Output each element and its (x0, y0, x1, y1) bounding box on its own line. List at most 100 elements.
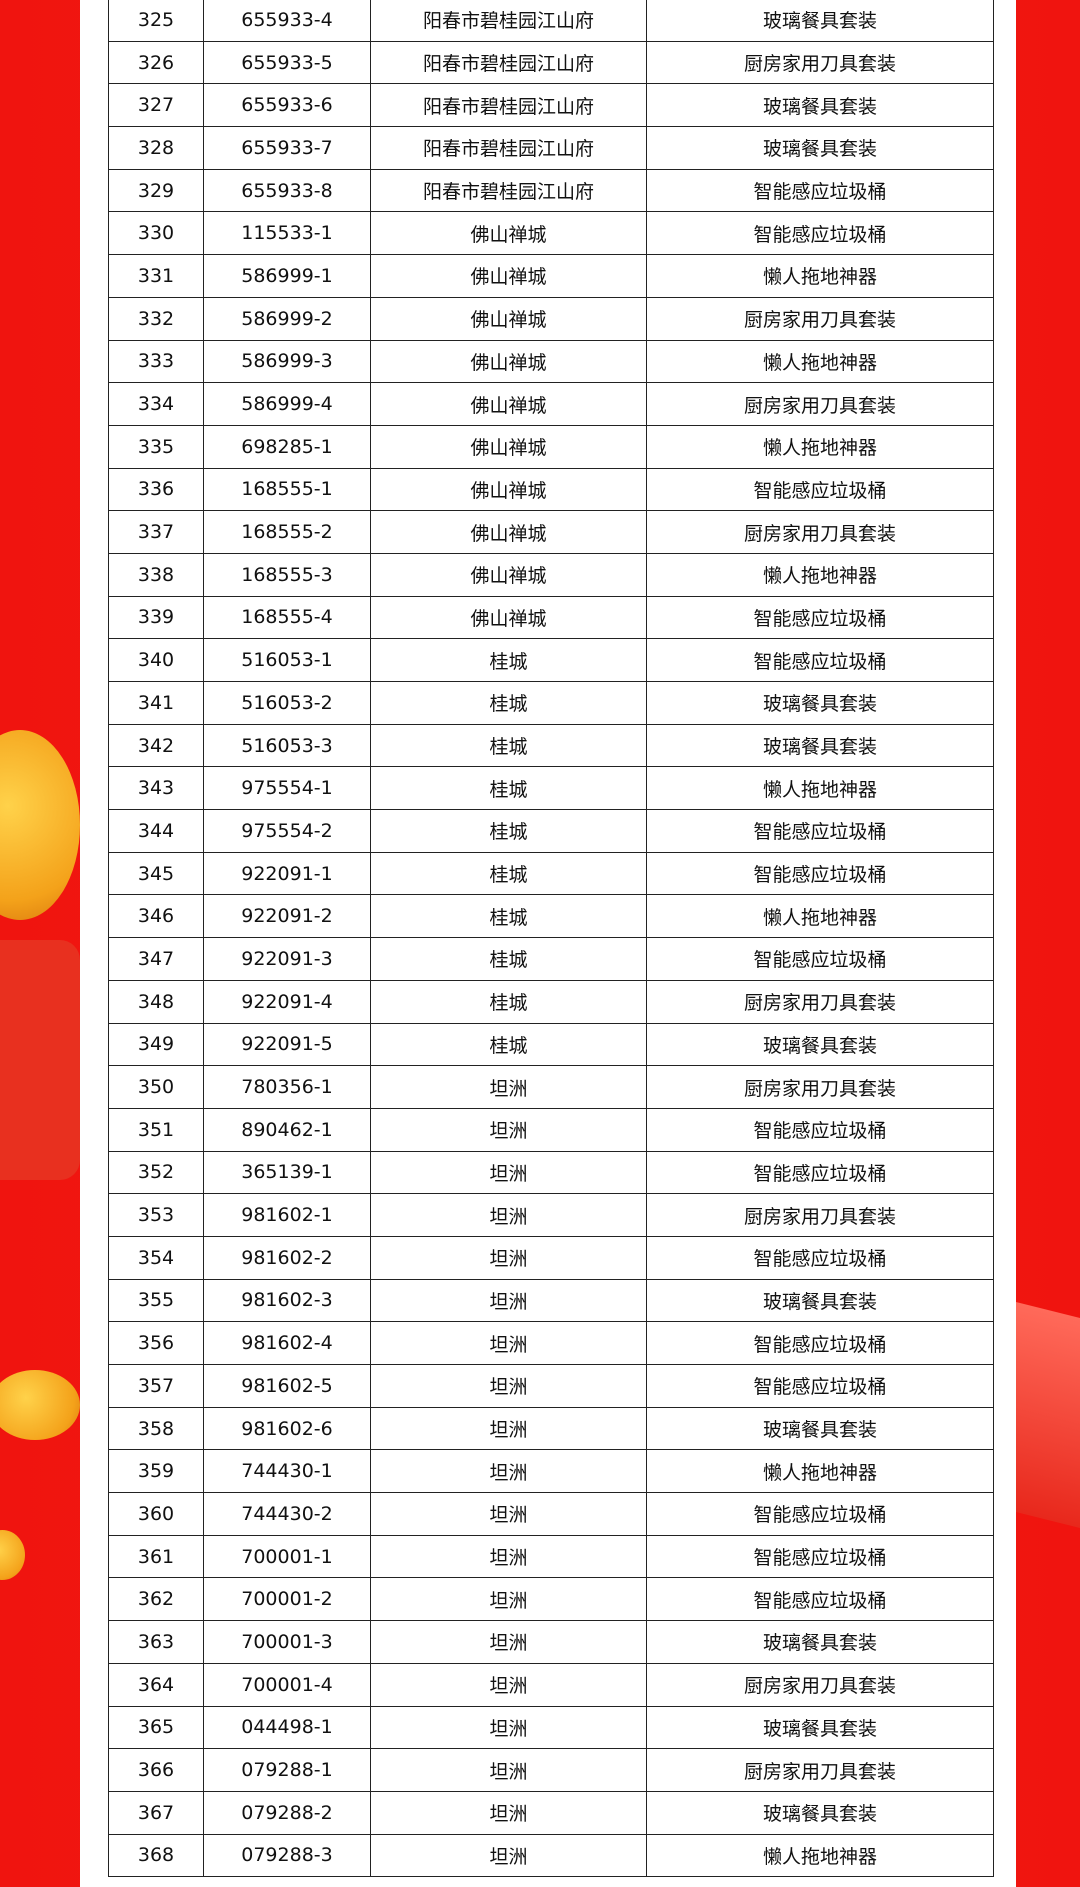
table-row: 342 516053-3 桂城 玻璃餐具套装 (108, 723, 994, 768)
location-cell: 阳春市碧桂园江山府 (370, 126, 647, 170)
row-number-cell: 325 (108, 0, 204, 42)
order-code-cell: 744430-2 (203, 1492, 371, 1536)
order-code-cell: 655933-5 (203, 40, 371, 85)
gold-coin-decoration (0, 1530, 25, 1580)
location-cell: 坦洲 (370, 1492, 647, 1536)
table-row: 359 744430-1 坦洲 懒人拖地神器 (108, 1449, 994, 1494)
prize-cell: 玻璃餐具套装 (646, 0, 994, 42)
row-number-cell: 330 (108, 211, 204, 256)
order-code-cell: 586999-4 (203, 382, 371, 426)
row-number-cell: 342 (108, 723, 204, 768)
order-code-cell: 079288-3 (203, 1833, 371, 1878)
prize-cell: 智能感应垃圾桶 (646, 211, 994, 256)
table-row: 363 700001-3 坦洲 玻璃餐具套装 (108, 1620, 994, 1664)
row-number-cell: 331 (108, 254, 204, 298)
prize-cell: 智能感应垃圾桶 (646, 1492, 994, 1536)
row-number-cell: 341 (108, 681, 204, 725)
order-code-cell: 981602-4 (203, 1321, 371, 1365)
row-number-cell: 329 (108, 168, 204, 213)
row-number-cell: 332 (108, 296, 204, 341)
row-number-cell: 367 (108, 1790, 204, 1835)
location-cell: 坦洲 (370, 1748, 647, 1792)
prize-cell: 智能感应垃圾桶 (646, 1364, 994, 1408)
location-cell: 坦洲 (370, 1107, 647, 1152)
table-row: 353 981602-1 坦洲 厨房家用刀具套装 (108, 1193, 994, 1237)
order-code-cell: 700001-3 (203, 1620, 371, 1664)
order-code-cell: 700001-4 (203, 1662, 371, 1707)
order-code-cell: 516053-3 (203, 723, 371, 768)
location-cell: 佛山禅城 (370, 211, 647, 256)
location-cell: 坦洲 (370, 1577, 647, 1622)
location-cell: 阳春市碧桂园江山府 (370, 168, 647, 213)
location-cell: 桂城 (370, 809, 647, 853)
prize-cell: 玻璃餐具套装 (646, 1406, 994, 1451)
prize-cell: 智能感应垃圾桶 (646, 168, 994, 213)
order-code-cell: 115533-1 (203, 211, 371, 256)
table-row: 334 586999-4 佛山禅城 厨房家用刀具套装 (108, 382, 994, 426)
row-number-cell: 327 (108, 83, 204, 128)
order-code-cell: 981602-5 (203, 1364, 371, 1408)
location-cell: 坦洲 (370, 1150, 647, 1195)
prize-cell: 智能感应垃圾桶 (646, 851, 994, 896)
row-number-cell: 368 (108, 1833, 204, 1878)
prize-cell: 懒人拖地神器 (646, 1449, 994, 1494)
prize-cell: 厨房家用刀具套装 (646, 40, 994, 85)
table-row: 335 698285-1 佛山禅城 懒人拖地神器 (108, 424, 994, 469)
table-row: 361 700001-1 坦洲 智能感应垃圾桶 (108, 1534, 994, 1579)
location-cell: 阳春市碧桂园江山府 (370, 83, 647, 128)
table-row: 344 975554-2 桂城 智能感应垃圾桶 (108, 809, 994, 853)
row-number-cell: 363 (108, 1620, 204, 1664)
location-cell: 坦洲 (370, 1534, 647, 1579)
row-number-cell: 358 (108, 1406, 204, 1451)
table-row: 329 655933-8 阳春市碧桂园江山府 智能感应垃圾桶 (108, 168, 994, 213)
row-number-cell: 339 (108, 595, 204, 640)
table-row: 364 700001-4 坦洲 厨房家用刀具套装 (108, 1662, 994, 1707)
order-code-cell: 586999-3 (203, 339, 371, 384)
table-row: 341 516053-2 桂城 玻璃餐具套装 (108, 681, 994, 725)
prize-cell: 玻璃餐具套装 (646, 681, 994, 725)
table-row: 349 922091-5 桂城 玻璃餐具套装 (108, 1022, 994, 1067)
row-number-cell: 360 (108, 1492, 204, 1536)
location-cell: 佛山禅城 (370, 595, 647, 640)
order-code-cell: 079288-2 (203, 1790, 371, 1835)
prize-cell: 智能感应垃圾桶 (646, 1107, 994, 1152)
order-code-cell: 890462-1 (203, 1107, 371, 1152)
order-code-cell: 981602-6 (203, 1406, 371, 1451)
winners-table: 325 655933-4 阳春市碧桂园江山府 玻璃餐具套装 326 655933-5 阳春市… (108, 0, 994, 1878)
location-cell: 坦洲 (370, 1321, 647, 1365)
location-cell: 坦洲 (370, 1235, 647, 1280)
order-code-cell: 365139-1 (203, 1150, 371, 1195)
table-row: 328 655933-7 阳春市碧桂园江山府 玻璃餐具套装 (108, 126, 994, 170)
order-code-cell: 975554-1 (203, 766, 371, 811)
row-number-cell: 340 (108, 638, 204, 682)
prize-cell: 玻璃餐具套装 (646, 1705, 994, 1750)
table-row: 355 981602-3 坦洲 玻璃餐具套装 (108, 1278, 994, 1323)
location-cell: 坦洲 (370, 1620, 647, 1664)
table-row: 330 115533-1 佛山禅城 智能感应垃圾桶 (108, 211, 994, 256)
order-code-cell: 655933-6 (203, 83, 371, 128)
order-code-cell: 922091-2 (203, 894, 371, 939)
prize-cell: 厨房家用刀具套装 (646, 1065, 994, 1109)
location-cell: 桂城 (370, 723, 647, 768)
order-code-cell: 168555-1 (203, 467, 371, 512)
table-row: 367 079288-2 坦洲 玻璃餐具套装 (108, 1790, 994, 1835)
table-row: 338 168555-3 佛山禅城 懒人拖地神器 (108, 552, 994, 597)
order-code-cell: 981602-3 (203, 1278, 371, 1323)
order-code-cell: 698285-1 (203, 424, 371, 469)
order-code-cell: 168555-3 (203, 552, 371, 597)
table-row: 356 981602-4 坦洲 智能感应垃圾桶 (108, 1321, 994, 1365)
order-code-cell: 655933-7 (203, 126, 371, 170)
row-number-cell: 347 (108, 937, 204, 981)
table-row: 332 586999-2 佛山禅城 厨房家用刀具套装 (108, 296, 994, 341)
location-cell: 坦洲 (370, 1065, 647, 1109)
row-number-cell: 349 (108, 1022, 204, 1067)
prize-cell: 玻璃餐具套装 (646, 723, 994, 768)
row-number-cell: 361 (108, 1534, 204, 1579)
location-cell: 桂城 (370, 937, 647, 981)
row-number-cell: 338 (108, 552, 204, 597)
prize-cell: 智能感应垃圾桶 (646, 937, 994, 981)
prize-cell: 懒人拖地神器 (646, 424, 994, 469)
table-row: 345 922091-1 桂城 智能感应垃圾桶 (108, 851, 994, 896)
row-number-cell: 366 (108, 1748, 204, 1792)
order-code-cell: 516053-1 (203, 638, 371, 682)
